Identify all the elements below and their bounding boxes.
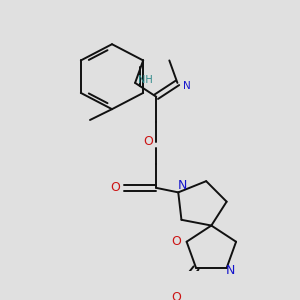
Text: O: O [172,235,182,248]
Text: O: O [172,291,182,300]
Text: N: N [178,179,187,192]
Text: N: N [182,82,190,92]
Text: NH: NH [138,75,152,85]
Text: O: O [143,135,153,148]
Text: N: N [226,264,235,277]
Text: O: O [110,182,120,194]
